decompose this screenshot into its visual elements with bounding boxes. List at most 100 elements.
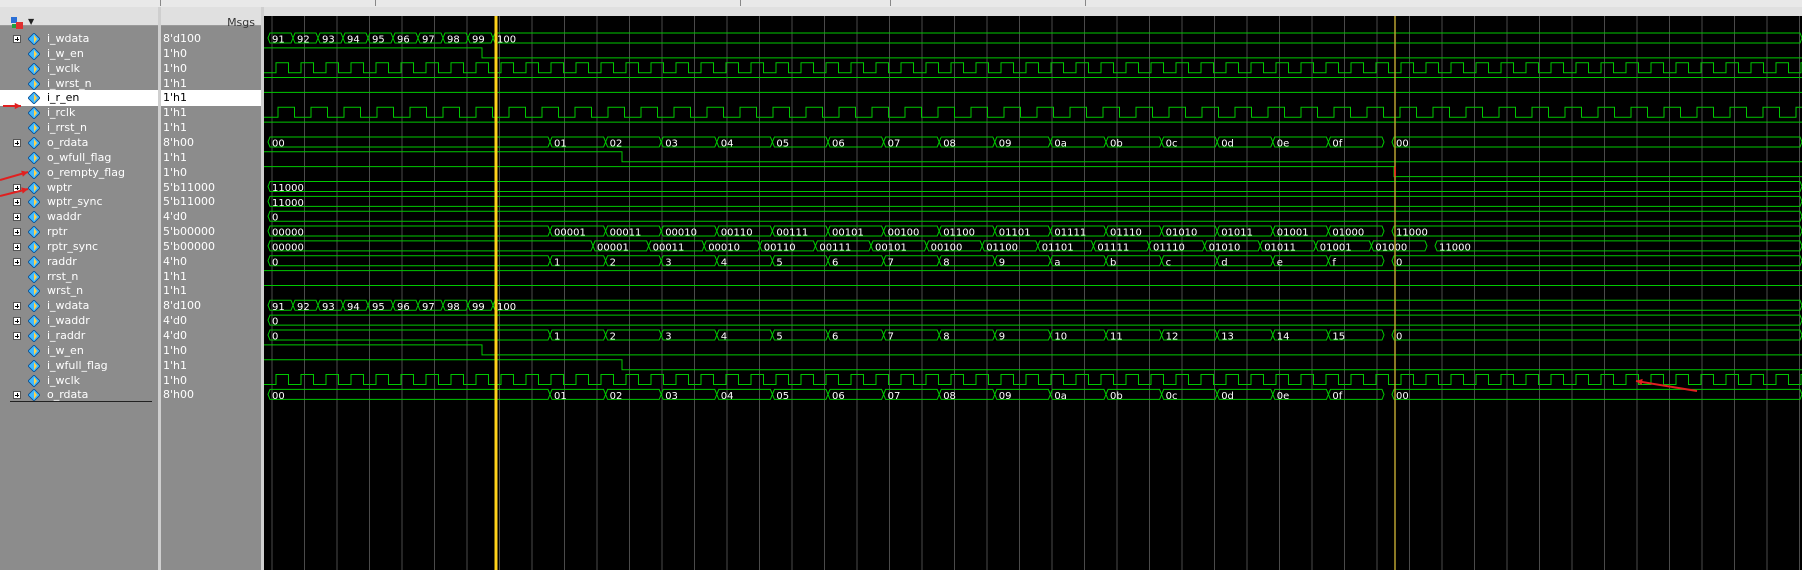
name-column-header: ▼ — [0, 7, 158, 29]
signal-diamond-icon — [28, 315, 40, 328]
signal-row[interactable]: i_raddr — [0, 328, 158, 344]
signal-value: 1'h0 — [163, 165, 187, 179]
expand-icon[interactable] — [13, 332, 21, 340]
signal-row[interactable]: rrst_n — [0, 269, 158, 285]
bus-value-label: 01010 — [1166, 228, 1198, 239]
signal-row[interactable]: i_wclk — [0, 373, 158, 389]
signal-value-row[interactable]: 1'h1 — [161, 76, 261, 92]
signal-row[interactable]: i_wdata — [0, 31, 158, 47]
signal-value-row[interactable]: 1'h0 — [161, 165, 261, 181]
signal-value: 8'd100 — [163, 32, 202, 45]
bus-value-label: 06 — [832, 391, 845, 402]
signal-name: i_r_en — [47, 91, 80, 105]
bus-value-label: 0d — [1221, 391, 1234, 402]
signal-value-row[interactable]: 4'h0 — [161, 254, 261, 270]
bus-value-label: 100 — [497, 35, 516, 46]
signal-value-row[interactable]: 1'h1 — [161, 358, 261, 374]
signal-row[interactable]: rptr_sync — [0, 239, 158, 255]
signal-row[interactable]: o_wfull_flag — [0, 150, 158, 166]
signal-row[interactable]: wptr — [0, 180, 158, 196]
signal-row[interactable]: wrst_n — [0, 283, 158, 299]
bus-waveform — [267, 210, 1802, 222]
signal-value-row[interactable]: 1'h0 — [161, 343, 261, 359]
signal-value-row[interactable]: 5'b00000 — [161, 239, 261, 255]
expand-icon[interactable] — [13, 35, 21, 43]
column-divider[interactable] — [158, 7, 161, 570]
signal-value-row[interactable]: 1'h1 — [161, 283, 261, 299]
expand-icon[interactable] — [13, 213, 21, 222]
signal-row[interactable]: i_wrst_n — [0, 76, 158, 92]
expand-icon[interactable] — [13, 228, 21, 237]
signal-value-row[interactable]: 1'h1 — [161, 120, 261, 136]
signal-row[interactable]: i_wclk — [0, 61, 158, 77]
signal-row[interactable]: i_wfull_flag — [0, 358, 158, 374]
signal-name: waddr — [47, 210, 82, 224]
signal-value-row[interactable]: 1'h1 — [161, 105, 261, 121]
signal-value-row[interactable]: 8'd100 — [161, 298, 261, 314]
signal-diamond-icon — [28, 181, 40, 194]
signal-value-row[interactable]: 1'h0 — [161, 46, 261, 62]
signal-row[interactable]: o_rdata — [0, 135, 158, 151]
bus-value-label: 8 — [943, 257, 949, 268]
signal-row[interactable]: wptr_sync — [0, 194, 158, 210]
signal-row[interactable]: i_wdata — [0, 298, 158, 314]
signal-diamond-icon — [28, 226, 40, 239]
expand-icon[interactable] — [13, 198, 21, 207]
signal-value-row[interactable]: 8'h00 — [161, 135, 261, 151]
signal-selector-icon[interactable] — [10, 16, 24, 30]
signal-value-row[interactable]: 5'b00000 — [161, 224, 261, 240]
bus-value-label: 0 — [272, 332, 278, 343]
signal-row[interactable]: i_w_en — [0, 343, 158, 359]
signal-diamond-icon — [28, 330, 40, 342]
chevron-down-icon[interactable]: ▼ — [28, 17, 35, 26]
toolbar-tab[interactable] — [890, 0, 1086, 6]
expand-icon[interactable] — [13, 138, 21, 147]
signal-row[interactable]: i_r_en — [0, 90, 158, 107]
signal-row[interactable]: raddr — [0, 254, 158, 270]
signal-diamond-icon — [28, 166, 40, 179]
signal-row[interactable]: i_rclk — [0, 105, 158, 121]
signal-diamond-icon — [28, 344, 40, 357]
signal-value-row[interactable]: 1'h1 — [161, 90, 261, 107]
bus-value-label: 01011 — [1264, 242, 1296, 253]
signal-value-row[interactable]: 4'd0 — [161, 328, 261, 344]
signal-value-row[interactable]: 1'h0 — [161, 61, 261, 77]
toolbar-tab[interactable] — [0, 0, 161, 6]
signal-value-row[interactable]: 1'h1 — [161, 150, 261, 166]
expand-icon[interactable] — [13, 242, 21, 251]
expand-icon[interactable] — [13, 183, 21, 192]
signal-value-row[interactable]: 5'b11000 — [161, 180, 261, 196]
signal-value-row[interactable]: 5'b11000 — [161, 194, 261, 210]
signal-row[interactable]: i_w_en — [0, 46, 158, 62]
column-divider[interactable] — [261, 7, 264, 570]
signal-value-row[interactable]: 4'd0 — [161, 313, 261, 329]
signal-name: i_w_en — [47, 46, 84, 60]
bus-value-label: 00111 — [776, 228, 808, 239]
toolbar-tab[interactable] — [160, 0, 376, 6]
signal-value: 5'b11000 — [163, 180, 215, 194]
signal-row[interactable]: o_rdata — [0, 387, 158, 403]
signal-value-row[interactable]: 1'h1 — [161, 269, 261, 285]
toolbar-tab[interactable] — [375, 0, 741, 6]
bus-value-label: 00010 — [665, 228, 697, 239]
signal-row[interactable]: i_waddr — [0, 313, 158, 329]
signal-value-row[interactable]: 8'h00 — [161, 387, 261, 403]
expand-icon[interactable] — [13, 317, 21, 326]
signal-row[interactable]: o_rempty_flag — [0, 165, 158, 181]
signal-row[interactable]: i_rrst_n — [0, 120, 158, 136]
expand-icon[interactable] — [13, 391, 21, 400]
signal-value-row[interactable]: 8'd100 — [161, 31, 261, 47]
bus-value-label: 99 — [472, 302, 485, 313]
signal-name: o_wfull_flag — [47, 150, 112, 164]
signal-value-row[interactable]: 1'h0 — [161, 373, 261, 389]
signal-name: wptr_sync — [47, 195, 103, 209]
expand-icon[interactable] — [13, 302, 21, 311]
signal-value-row[interactable]: 4'd0 — [161, 209, 261, 225]
toolbar-tab[interactable] — [740, 0, 891, 6]
bus-value-label: 00 — [272, 391, 285, 402]
signal-name: i_rrst_n — [47, 121, 87, 135]
signal-row[interactable]: waddr — [0, 209, 158, 225]
expand-icon[interactable] — [13, 257, 21, 266]
signal-row[interactable]: rptr — [0, 224, 158, 240]
